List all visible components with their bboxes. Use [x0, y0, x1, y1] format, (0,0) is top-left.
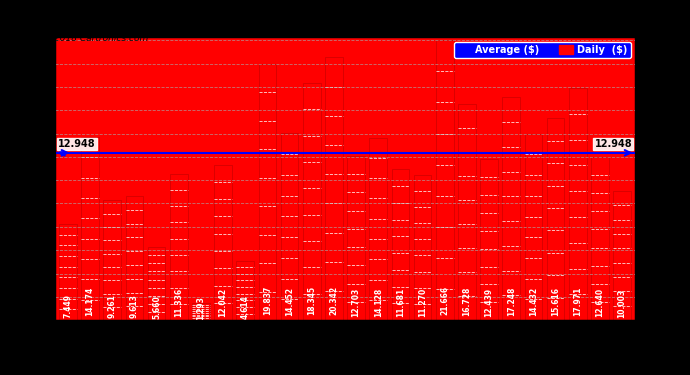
Text: 17.248: 17.248 [506, 286, 515, 316]
Text: 15.616: 15.616 [551, 287, 560, 316]
Bar [325, 57, 343, 320]
Text: 5.660: 5.660 [152, 295, 161, 319]
Text: 12.948: 12.948 [58, 139, 95, 149]
Text: 11.270: 11.270 [418, 288, 427, 317]
Bar [458, 104, 476, 320]
Text: 11.336: 11.336 [175, 288, 184, 317]
Bar [591, 157, 609, 320]
Text: Copyright 2018 Cartronics.com: Copyright 2018 Cartronics.com [7, 34, 148, 43]
Bar [369, 138, 387, 320]
Bar [59, 224, 77, 320]
Bar [569, 88, 586, 320]
Text: 11.681: 11.681 [396, 288, 405, 317]
Text: 17.971: 17.971 [573, 286, 582, 315]
Text: 12.948: 12.948 [595, 139, 632, 149]
Text: 20.342: 20.342 [329, 286, 338, 315]
Bar [502, 97, 520, 320]
Bar [303, 83, 321, 320]
Text: 9.613: 9.613 [130, 294, 139, 318]
Bar [126, 196, 144, 320]
Text: 16.728: 16.728 [462, 286, 471, 316]
Text: 14.452: 14.452 [285, 287, 294, 316]
Text: 12.640: 12.640 [595, 288, 604, 317]
Text: 21.666: 21.666 [440, 285, 449, 315]
Bar [104, 201, 121, 320]
Title: Weekly Solar Energy & Average Value  Wed Jun 27 20:34: Weekly Solar Energy & Average Value Wed … [59, 15, 631, 33]
Bar [259, 64, 276, 320]
Text: 9.261: 9.261 [108, 294, 117, 318]
Bar [546, 118, 564, 320]
Bar [613, 191, 631, 320]
Text: 14.174: 14.174 [86, 287, 95, 316]
Legend: Average ($), Daily  ($): Average ($), Daily ($) [454, 42, 631, 58]
Text: 18.345: 18.345 [307, 286, 316, 315]
Bar [524, 134, 542, 320]
Bar [391, 169, 409, 320]
Text: 19.837: 19.837 [263, 286, 272, 315]
Bar [237, 261, 254, 320]
Text: 7.449: 7.449 [63, 294, 72, 318]
Bar [81, 137, 99, 320]
Text: 12.042: 12.042 [219, 288, 228, 317]
Bar [436, 40, 453, 320]
Text: 1.293: 1.293 [197, 296, 206, 320]
Text: 14.432: 14.432 [529, 287, 538, 316]
Bar [214, 165, 232, 320]
Text: 14.128: 14.128 [374, 287, 383, 316]
Bar [281, 134, 299, 320]
Bar [347, 156, 365, 320]
Bar [192, 303, 210, 320]
Text: 4.614: 4.614 [241, 295, 250, 319]
Bar [148, 247, 166, 320]
Text: 12.703: 12.703 [352, 288, 361, 317]
Bar [170, 174, 188, 320]
Text: 10.003: 10.003 [618, 288, 627, 318]
Text: 12.439: 12.439 [484, 288, 493, 317]
Bar [414, 174, 431, 320]
Bar [480, 159, 498, 320]
